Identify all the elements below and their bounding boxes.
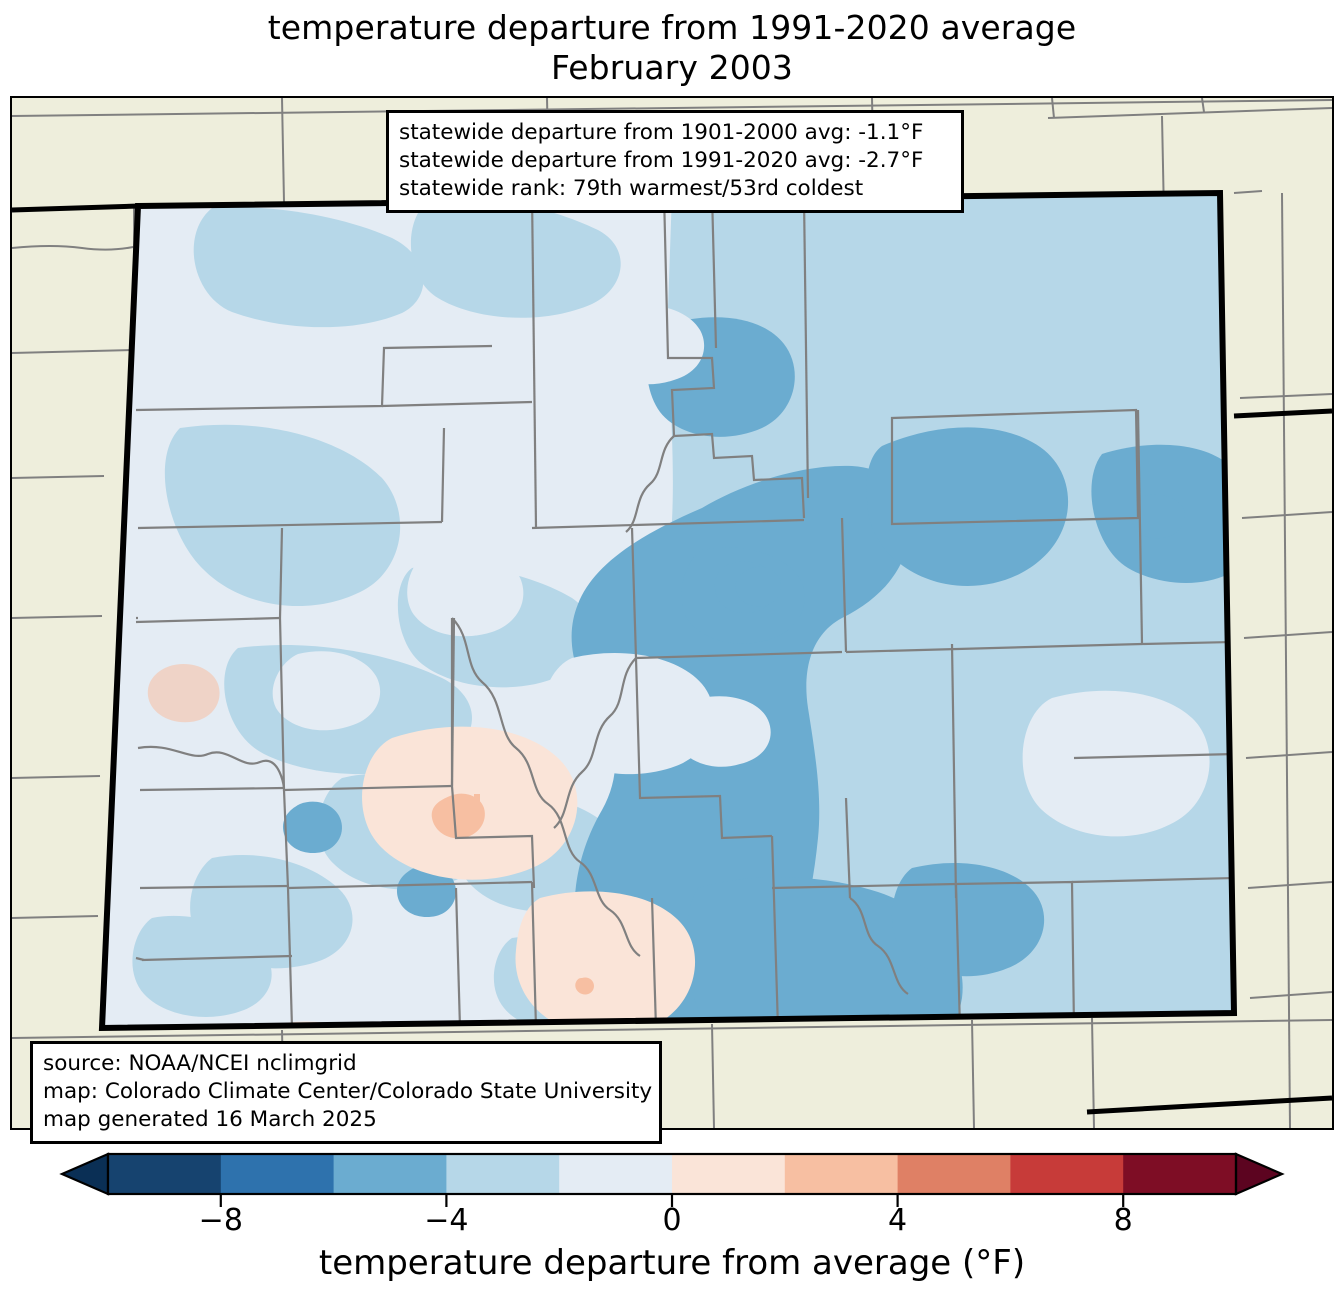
colorbar-tick-label-2: 0	[662, 1203, 682, 1238]
neighbor-state-borders	[12, 203, 1332, 1115]
colorbar-tick-marks	[219, 1194, 1125, 1207]
temperature-contour-layer	[102, 193, 1234, 1028]
colorbar-band-8	[1010, 1154, 1124, 1194]
stats-departure-1991-2020: statewide departure from 1991-2020 avg: …	[399, 147, 924, 173]
stats-departure-1901-2000: statewide departure from 1901-2000 avg: …	[399, 120, 924, 145]
stats-rank: statewide rank: 79th warmest/53rd coldes…	[399, 175, 864, 201]
colorbar-band-7	[897, 1154, 1011, 1194]
colorbar-tick-label-3: 4	[888, 1203, 908, 1238]
colorbar-band-5	[672, 1154, 786, 1194]
source-attribution-box: source: NOAA/NCEI nclimgrid map: Colorad…	[30, 1041, 662, 1144]
statewide-stats-box: statewide departure from 1901-2000 avg: …	[386, 110, 964, 213]
colorbar-over-arrow	[1234, 1152, 1285, 1196]
contour-patch-near-zero	[1022, 690, 1210, 837]
colorbar-axis-title: temperature departure from average (°F)	[318, 1243, 1026, 1283]
map-producer-line: map: Colorado Climate Center/Colorado St…	[43, 1078, 653, 1104]
colorado-temperature-map	[12, 98, 1332, 1128]
colorbar	[0, 1142, 1344, 1299]
colorbar-under-arrow	[59, 1152, 110, 1196]
colorbar-band-0	[108, 1154, 222, 1194]
title-line-1: temperature departure from 1991-2020 ave…	[267, 8, 1077, 47]
map-canvas	[10, 96, 1334, 1130]
title-line-2: February 2003	[550, 48, 793, 88]
map-generated-line: map generated 16 March 2025	[43, 1106, 377, 1132]
colorbar-swatches	[59, 1152, 1285, 1207]
colorbar-band-3	[446, 1154, 560, 1194]
colorbar-band-1	[220, 1154, 335, 1194]
contour-patch-warm	[431, 793, 485, 839]
source-line: source: NOAA/NCEI nclimgrid	[43, 1051, 357, 1076]
colorbar-band-group	[59, 1152, 1285, 1196]
colorbar-band-6	[784, 1154, 899, 1194]
page-title: temperature departure from 1991-2020 ave…	[0, 8, 1344, 89]
colorbar-tick-label-4: 8	[1113, 1203, 1133, 1238]
colorbar-band-9	[1123, 1154, 1237, 1194]
colorbar-band-4	[559, 1154, 673, 1194]
colorbar-tick-labels: −8 −4 0 4 8	[0, 1203, 1344, 1239]
colorbar-tick-label-1: −4	[424, 1203, 469, 1238]
colorbar-band-2	[333, 1154, 447, 1194]
colorbar-tick-label-0: −8	[198, 1203, 243, 1238]
